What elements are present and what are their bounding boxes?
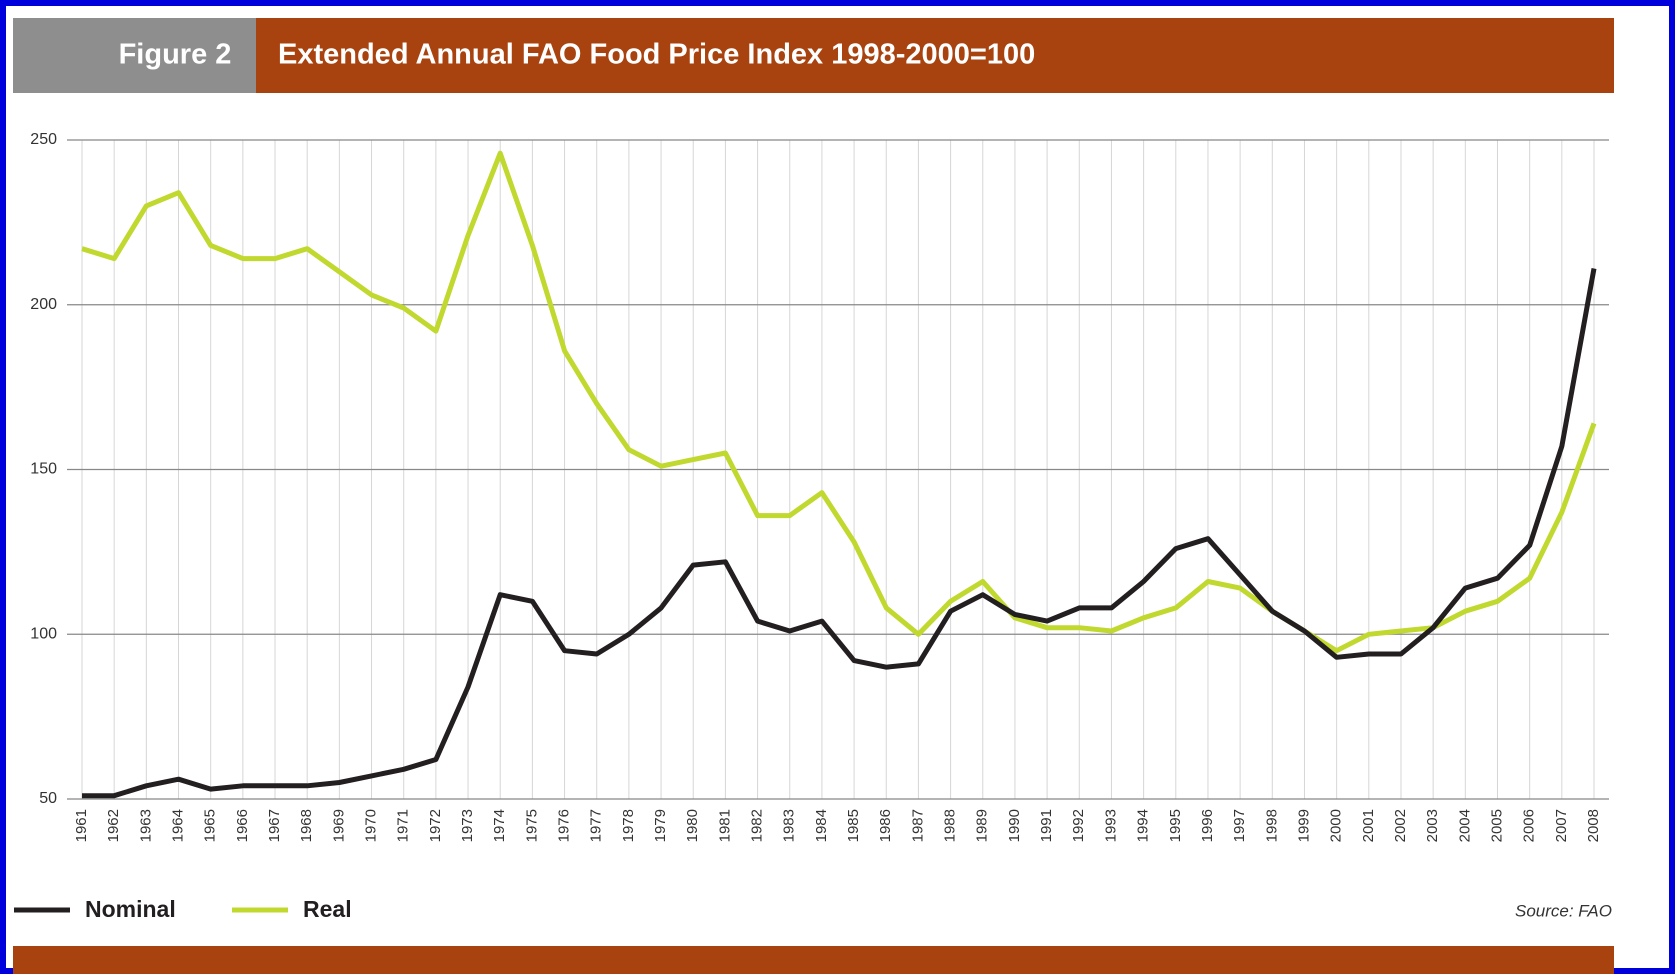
x-tick-label: 1991 bbox=[1038, 809, 1055, 842]
x-tick-label: 1996 bbox=[1199, 809, 1216, 842]
x-tick-label: 1987 bbox=[909, 809, 926, 842]
y-tick-label: 50 bbox=[39, 790, 57, 807]
x-tick-label: 1995 bbox=[1167, 809, 1184, 842]
x-tick-label: 1967 bbox=[266, 809, 283, 842]
y-tick-label: 200 bbox=[30, 296, 57, 313]
x-tick-label: 2008 bbox=[1585, 809, 1602, 842]
title-band bbox=[256, 18, 1614, 93]
x-tick-label: 1963 bbox=[137, 809, 154, 842]
chart-title: Extended Annual FAO Food Price Index 199… bbox=[278, 39, 1035, 71]
x-tick-label: 1975 bbox=[523, 809, 540, 842]
footer-band bbox=[13, 946, 1614, 974]
x-tick-label: 2002 bbox=[1392, 809, 1409, 842]
x-tick-label: 1966 bbox=[234, 809, 251, 842]
x-tick-label: 1984 bbox=[813, 809, 830, 842]
x-tick-label: 1962 bbox=[105, 809, 122, 842]
x-tick-label: 1969 bbox=[330, 809, 347, 842]
x-tick-label: 1974 bbox=[491, 809, 508, 842]
x-tick-label: 1982 bbox=[749, 809, 766, 842]
y-tick-label: 100 bbox=[30, 625, 57, 642]
x-tick-label: 1998 bbox=[1263, 809, 1280, 842]
source: Source: FAO bbox=[1515, 901, 1612, 920]
x-tick-label: 1979 bbox=[652, 809, 669, 842]
y-tick-label: 250 bbox=[30, 131, 57, 148]
x-tick-label: 1989 bbox=[974, 809, 991, 842]
x-tick-label: 1970 bbox=[363, 809, 380, 842]
x-tick-label: 2000 bbox=[1328, 809, 1345, 842]
x-tick-label: 1981 bbox=[716, 809, 733, 842]
x-tick-label: 1992 bbox=[1070, 809, 1087, 842]
line-series bbox=[82, 268, 1597, 799]
x-tick-label: 2003 bbox=[1424, 809, 1441, 842]
x-tick-label: 2006 bbox=[1521, 809, 1538, 842]
x-tick-label: 1997 bbox=[1231, 809, 1248, 842]
x-tick-label: 1988 bbox=[942, 809, 959, 842]
x-tick-label: 1976 bbox=[556, 809, 573, 842]
figure-box bbox=[13, 18, 256, 93]
x-tick-label: 1964 bbox=[169, 809, 186, 842]
x-tick-label: 1985 bbox=[845, 809, 862, 842]
x-tick-label: 2007 bbox=[1553, 809, 1570, 842]
legend-label: Nominal bbox=[85, 896, 176, 922]
x-tick-label: 1978 bbox=[620, 809, 637, 842]
x-tick-label: 1999 bbox=[1295, 809, 1312, 842]
line-series bbox=[81, 150, 1597, 654]
x-tick-label: 1965 bbox=[202, 809, 219, 842]
x-tick-label: 1994 bbox=[1135, 809, 1152, 842]
x-tick-label: 2004 bbox=[1456, 809, 1473, 842]
x-tick-label: 1986 bbox=[877, 809, 894, 842]
x-tick-label: 1983 bbox=[781, 809, 798, 842]
figure-label: Figure 2 bbox=[119, 39, 232, 71]
x-tick-label: 1968 bbox=[298, 809, 315, 842]
x-tick-label: 1980 bbox=[684, 809, 701, 842]
legend-label: Real bbox=[303, 896, 352, 922]
x-tick-label: 1973 bbox=[459, 809, 476, 842]
x-tick-label: 2005 bbox=[1488, 809, 1505, 842]
y-tick-label: 150 bbox=[30, 461, 57, 478]
x-tick-label: 1961 bbox=[73, 809, 90, 842]
x-tick-label: 1971 bbox=[395, 809, 412, 842]
x-tick-label: 1972 bbox=[427, 809, 444, 842]
x-tick-label: 1990 bbox=[1006, 809, 1023, 842]
x-tick-label: 1977 bbox=[588, 809, 605, 842]
x-tick-label: 1993 bbox=[1102, 809, 1119, 842]
x-tick-label: 2001 bbox=[1360, 809, 1377, 842]
